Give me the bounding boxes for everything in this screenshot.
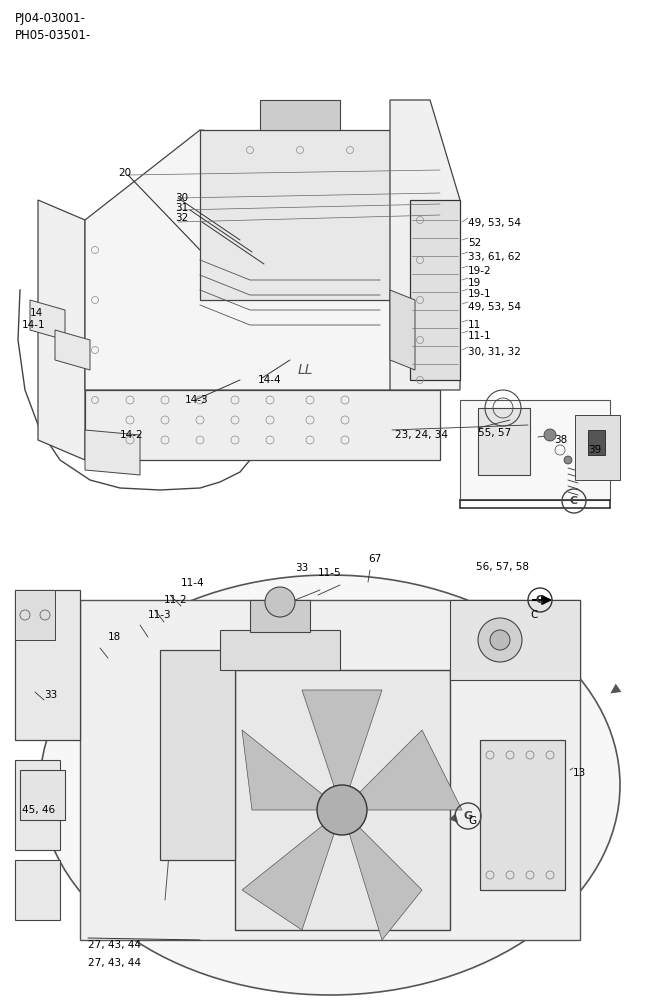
Text: 39: 39 <box>588 445 601 455</box>
Text: 23, 24, 34: 23, 24, 34 <box>395 430 448 440</box>
Polygon shape <box>242 810 342 930</box>
Polygon shape <box>235 670 450 930</box>
Text: 33, 61, 62: 33, 61, 62 <box>468 252 521 262</box>
Polygon shape <box>480 740 565 890</box>
Text: 31: 31 <box>175 203 188 213</box>
Text: 55, 57: 55, 57 <box>478 428 511 438</box>
Text: 14-1: 14-1 <box>22 320 45 330</box>
Text: 33: 33 <box>295 563 308 573</box>
Polygon shape <box>342 810 422 940</box>
Polygon shape <box>242 730 342 810</box>
Text: C: C <box>536 595 544 605</box>
Text: PJ04-03001-
PH05-03501-: PJ04-03001- PH05-03501- <box>15 12 92 42</box>
Polygon shape <box>390 100 460 390</box>
Text: LL: LL <box>297 363 313 377</box>
Polygon shape <box>410 200 460 380</box>
Text: 11-4: 11-4 <box>181 578 204 588</box>
Polygon shape <box>30 300 65 340</box>
Text: 11-3: 11-3 <box>148 610 172 620</box>
Text: 27, 43, 44: 27, 43, 44 <box>88 958 141 968</box>
Polygon shape <box>260 100 340 130</box>
Polygon shape <box>85 130 440 390</box>
Text: 13: 13 <box>573 768 587 778</box>
Text: 19-1: 19-1 <box>468 289 492 299</box>
Text: 11-1: 11-1 <box>468 331 492 341</box>
Polygon shape <box>250 600 310 632</box>
Text: 56, 57, 58: 56, 57, 58 <box>476 562 529 572</box>
Polygon shape <box>85 390 440 460</box>
Text: 14-2: 14-2 <box>120 430 144 440</box>
Polygon shape <box>15 590 80 740</box>
Text: 11: 11 <box>468 320 481 330</box>
Circle shape <box>490 630 510 650</box>
Text: 33: 33 <box>44 690 57 700</box>
Text: 14: 14 <box>30 308 43 318</box>
Polygon shape <box>15 760 60 850</box>
Polygon shape <box>55 330 90 370</box>
Polygon shape <box>460 400 610 500</box>
Text: 14-4: 14-4 <box>258 375 282 385</box>
Text: 38: 38 <box>554 435 567 445</box>
Ellipse shape <box>40 575 620 995</box>
Text: 14-3: 14-3 <box>185 395 208 405</box>
Text: 30, 31, 32: 30, 31, 32 <box>468 347 521 357</box>
Text: 11-5: 11-5 <box>318 568 341 578</box>
Text: 11-2: 11-2 <box>164 595 188 605</box>
Circle shape <box>265 587 295 617</box>
Text: G: G <box>468 816 476 826</box>
Polygon shape <box>450 600 580 680</box>
Text: 20: 20 <box>118 168 131 178</box>
Text: 52: 52 <box>468 238 481 248</box>
Text: 18: 18 <box>108 632 122 642</box>
Polygon shape <box>15 590 55 640</box>
Text: C: C <box>570 496 578 506</box>
Text: C: C <box>530 610 537 620</box>
Polygon shape <box>15 860 60 920</box>
Polygon shape <box>390 290 415 370</box>
Polygon shape <box>588 430 605 455</box>
Text: 49, 53, 54: 49, 53, 54 <box>468 218 521 228</box>
Polygon shape <box>575 415 620 480</box>
Polygon shape <box>302 690 382 810</box>
Text: 32: 32 <box>175 213 188 223</box>
Polygon shape <box>20 770 65 820</box>
Polygon shape <box>478 408 530 475</box>
Circle shape <box>544 429 556 441</box>
Polygon shape <box>160 650 235 860</box>
Circle shape <box>317 785 367 835</box>
Circle shape <box>564 456 572 464</box>
Polygon shape <box>342 730 462 810</box>
Text: 19: 19 <box>468 278 481 288</box>
Polygon shape <box>85 430 140 475</box>
Polygon shape <box>38 200 85 460</box>
Text: 30: 30 <box>175 193 188 203</box>
Polygon shape <box>200 130 390 300</box>
Text: 49, 53, 54: 49, 53, 54 <box>468 302 521 312</box>
Text: 19-2: 19-2 <box>468 266 492 276</box>
Polygon shape <box>220 630 340 670</box>
Text: 67: 67 <box>368 554 381 564</box>
Text: G: G <box>464 811 472 821</box>
Text: 27, 43, 44: 27, 43, 44 <box>88 940 141 950</box>
Circle shape <box>478 618 522 662</box>
Text: 45, 46: 45, 46 <box>22 805 55 815</box>
Polygon shape <box>80 600 580 940</box>
